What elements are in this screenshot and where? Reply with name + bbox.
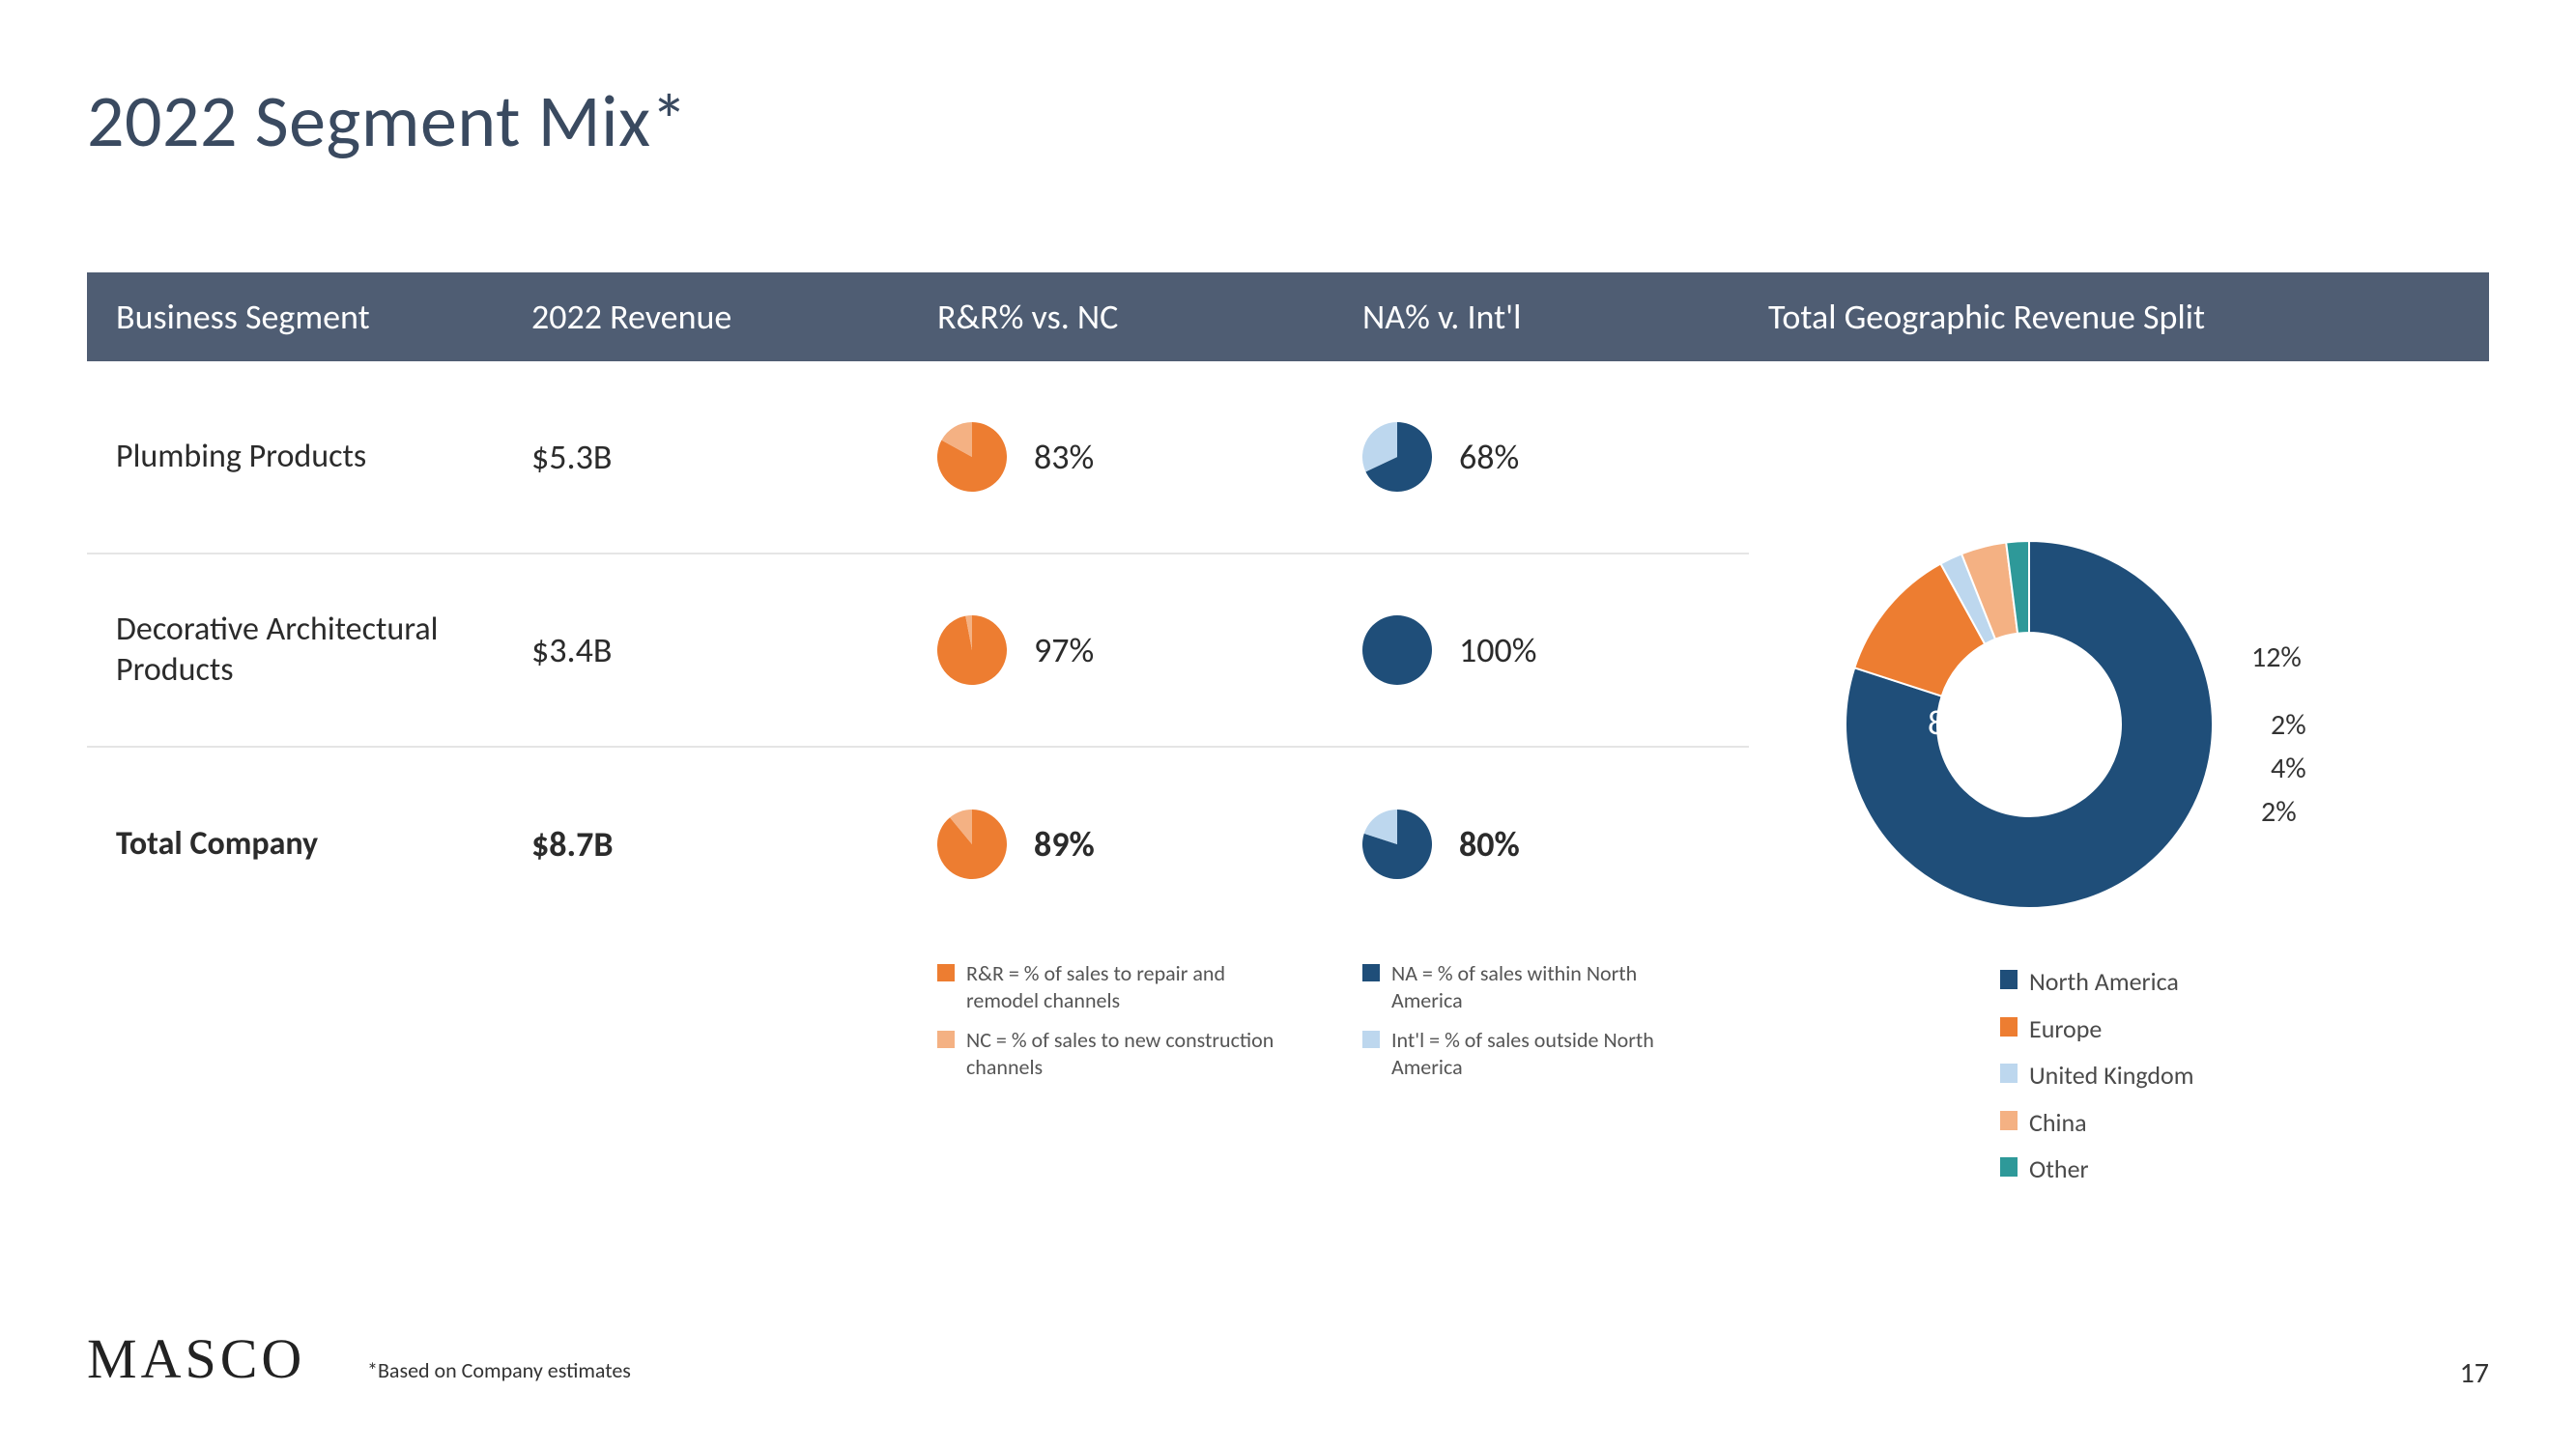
donut-pct-label: 2% xyxy=(2261,794,2297,830)
legend-swatch xyxy=(2000,1017,2018,1037)
donut-legend-item: North America xyxy=(2000,966,2348,998)
header-rr-nc: R&R% vs. NC xyxy=(918,296,1343,338)
table-body: Plumbing Products$5.3B 83% 68% Decorative A… xyxy=(87,361,1749,941)
table-row: Plumbing Products$5.3B 83% 68% xyxy=(87,361,1749,554)
donut-svg: 80% 12% 2% 4% 2% xyxy=(1807,531,2348,937)
rr-pie-icon xyxy=(937,422,1007,492)
legend-text: NA = % of sales within North America xyxy=(1391,960,1710,1013)
slide: 2022 Segment Mix* Business Segment 2022 … xyxy=(0,0,2576,1449)
header-geo: Total Geographic Revenue Split xyxy=(1749,296,2489,338)
rr-pie-icon xyxy=(937,810,1007,879)
legend-swatch xyxy=(937,964,955,981)
company-logo: MASCO xyxy=(87,1326,305,1391)
legend-swatch xyxy=(1362,1031,1380,1048)
legend-swatch xyxy=(2000,1157,2018,1177)
segment-name: Plumbing Products xyxy=(87,437,512,478)
donut-pct-label: 12% xyxy=(2251,639,2302,675)
segment-name: Total Company xyxy=(87,824,512,866)
legend-text: Other xyxy=(2029,1153,2089,1185)
table-row: Decorative Architectural Products$3.4B 97… xyxy=(87,554,1749,748)
na-pie-icon xyxy=(1362,810,1432,879)
na-cell: 68% xyxy=(1343,422,1749,492)
legend-swatch xyxy=(1362,964,1380,981)
segment-name: Decorative Architectural Products xyxy=(87,610,512,692)
donut-legend-item: United Kingdom xyxy=(2000,1060,2348,1092)
page-number: 17 xyxy=(2460,1355,2489,1391)
header-na-intl: NA% v. Int'l xyxy=(1343,296,1749,338)
rr-cell: 89% xyxy=(918,810,1343,879)
header-segment: Business Segment xyxy=(87,296,512,338)
header-revenue: 2022 Revenue xyxy=(512,296,918,338)
na-pie-icon xyxy=(1362,422,1432,492)
legend-item: NA = % of sales within North America xyxy=(1362,960,1710,1013)
na-pie-icon xyxy=(1362,615,1432,685)
rr-pct-label: 89% xyxy=(1034,823,1140,866)
legend-text: R&R = % of sales to repair and remodel c… xyxy=(966,960,1285,1013)
revenue-value: $5.3B xyxy=(512,436,918,478)
legend-item: R&R = % of sales to repair and remodel c… xyxy=(937,960,1285,1013)
rr-legend: R&R = % of sales to repair and remodel c… xyxy=(937,960,1285,1080)
na-pct-label: 100% xyxy=(1459,629,1565,671)
legend-text: China xyxy=(2029,1107,2087,1139)
legend-swatch xyxy=(2000,1111,2018,1130)
legend-item: NC = % of sales to new construction chan… xyxy=(937,1027,1285,1080)
na-legend: NA = % of sales within North America Int'… xyxy=(1362,960,1710,1080)
table-header: Business Segment 2022 Revenue R&R% vs. N… xyxy=(87,272,2489,361)
na-cell: 100% xyxy=(1343,615,1749,685)
rr-cell: 83% xyxy=(918,422,1343,492)
donut-legend: North America Europe United Kingdom China Ot… xyxy=(2000,966,2483,1185)
legend-text: Int'l = % of sales outside North America xyxy=(1391,1027,1710,1080)
geographic-donut-chart: 80% 12% 2% 4% 2% North America Europe United K… xyxy=(1807,531,2483,1185)
revenue-value: $8.7B xyxy=(512,823,918,866)
legend-text: Europe xyxy=(2029,1013,2102,1045)
rr-pct-label: 83% xyxy=(1034,436,1140,478)
legend-swatch xyxy=(2000,970,2018,989)
legend-item: Int'l = % of sales outside North America xyxy=(1362,1027,1710,1080)
table-row: Total Company$8.7B 89% 80% xyxy=(87,748,1749,941)
na-pct-label: 68% xyxy=(1459,436,1565,478)
legend-text: United Kingdom xyxy=(2029,1060,2194,1092)
donut-legend-item: Other xyxy=(2000,1153,2348,1185)
donut-pct-label: 2% xyxy=(2271,707,2306,743)
donut-legend-item: Europe xyxy=(2000,1013,2348,1045)
na-cell: 80% xyxy=(1343,810,1749,879)
rr-pie-icon xyxy=(937,615,1007,685)
rr-cell: 97% xyxy=(918,615,1343,685)
donut-legend-item: China xyxy=(2000,1107,2348,1139)
donut-pct-label: 4% xyxy=(2271,751,2306,786)
legend-text: NC = % of sales to new construction chan… xyxy=(966,1027,1285,1080)
legend-swatch xyxy=(2000,1064,2018,1083)
revenue-value: $3.4B xyxy=(512,629,918,671)
page-title: 2022 Segment Mix* xyxy=(87,77,2489,166)
rr-pct-label: 97% xyxy=(1034,629,1140,671)
na-pct-label: 80% xyxy=(1459,823,1565,866)
donut-pct-label: 80% xyxy=(1928,701,1988,744)
legend-text: North America xyxy=(2029,966,2179,998)
legend-swatch xyxy=(937,1031,955,1048)
footnote-estimate: *Based on Company estimates xyxy=(367,1357,631,1383)
